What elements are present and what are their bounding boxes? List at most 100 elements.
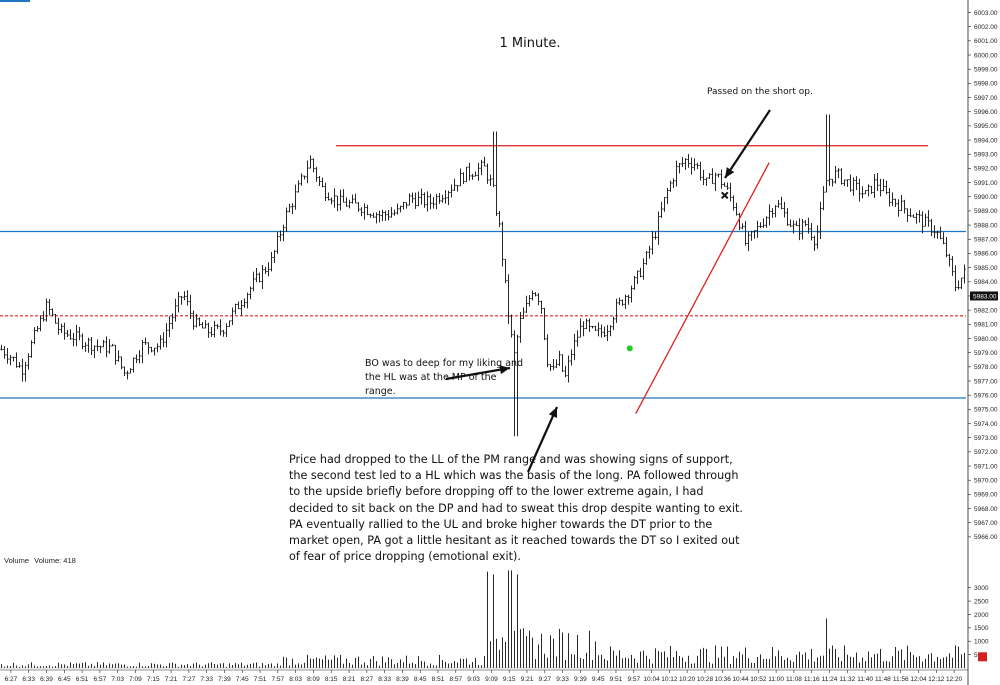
price-bar [510,314,513,338]
price-bar [558,350,561,367]
volume-tick-label: 2500 [974,598,989,605]
time-tick-label: 8:15 [325,676,338,683]
price-bar [294,184,297,210]
time-tick-label: 7:09 [129,676,142,683]
time-tick-label: 8:51 [432,676,445,683]
price-tick-label: 5986.00 [974,251,998,258]
time-tick-label: 9:03 [467,676,480,683]
price-bar [774,205,777,218]
arrow-shaft [526,406,559,473]
price-bar [525,295,528,313]
price-bar [543,307,546,341]
price-bar [702,169,705,186]
price-bar [168,316,171,338]
price-bar [108,339,111,354]
price-bar [870,185,873,194]
price-bar [546,334,549,368]
price-tick-label: 5991.00 [974,180,998,187]
price-bar [825,114,828,193]
price-bar [27,353,30,370]
price-tick-label: 5977.00 [974,378,998,385]
time-tick-label: 7:57 [272,676,285,683]
price-tick-label: 5971.00 [974,463,998,470]
price-bar [132,357,135,373]
price-bar [549,364,552,372]
price-tick-label: 5976.00 [974,392,998,399]
time-tick-label: 9:39 [574,676,587,683]
price-bar [915,212,918,224]
price-bar [48,299,51,316]
price-bar [684,158,687,170]
time-tick-label: 11:40 [857,676,873,683]
price-bar [615,298,618,323]
time-tick-label: 12:12 [928,676,945,683]
price-tick-label: 5985.00 [974,265,998,272]
price-bar [777,199,780,208]
price-bar [771,208,774,218]
price-bar [675,160,678,187]
price-bar [159,335,162,350]
price-bar [243,298,246,308]
bo-arrow [445,365,511,381]
price-bar [876,172,879,192]
price-bar [900,194,903,211]
price-bar [333,188,336,208]
price-tick-label: 5980.00 [974,336,998,343]
price-bar [795,220,798,227]
price-bar [51,308,54,317]
price-bar [711,168,714,185]
price-bar [786,208,789,226]
price-bar [189,294,192,319]
price-bar [15,352,18,368]
price-bar [531,290,534,301]
price-bar [744,221,747,246]
price-tick-label: 5967.00 [974,520,998,527]
price-bar [474,171,477,177]
entry-dot [626,345,633,352]
bo-note: BO was to deep for my liking and the HL … [365,358,524,397]
price-bar [780,196,783,210]
trade-marks [445,109,771,473]
price-tick-label: 5992.00 [974,166,998,173]
price-bar [729,182,732,202]
volume-title: Volume [4,556,30,565]
arrow-shaft [445,366,511,381]
price-bar [498,210,501,227]
price-bar [639,267,642,278]
price-tick-label: 5974.00 [974,421,998,428]
price-bar [390,207,393,218]
time-tick-label: 12:20 [946,676,963,683]
price-bar [612,316,615,331]
price-bar [693,158,696,171]
time-tick-label: 7:39 [218,676,231,683]
price-tick-label: 5989.00 [974,208,998,215]
price-bar [318,176,321,187]
price-bar [129,368,132,374]
volume-tick-label: 1000 [974,639,989,646]
price-bar [633,276,636,290]
price-bar [201,322,204,329]
price-bar [672,178,675,188]
price-bar [657,211,660,245]
price-bar [396,203,399,215]
price-tick-label: 5993.00 [974,152,998,159]
price-bar [105,336,108,358]
time-tick-label: 11:48 [875,676,891,683]
price-bar [153,347,156,356]
time-tick-label: 11:00 [768,676,784,683]
price-bar [738,212,741,231]
price-bar [432,196,435,209]
price-bar [690,157,693,175]
price-bar [162,332,165,348]
price-bar [429,193,432,210]
price-bar [363,203,366,220]
time-tick-label: 10:20 [679,676,696,683]
price-bar [156,343,159,353]
price-bar [288,203,291,213]
price-bar [321,177,324,188]
arrow-head [499,365,510,375]
price-bar [114,344,117,365]
price-tick-label: 6003.00 [974,10,998,17]
price-bar [570,349,573,366]
